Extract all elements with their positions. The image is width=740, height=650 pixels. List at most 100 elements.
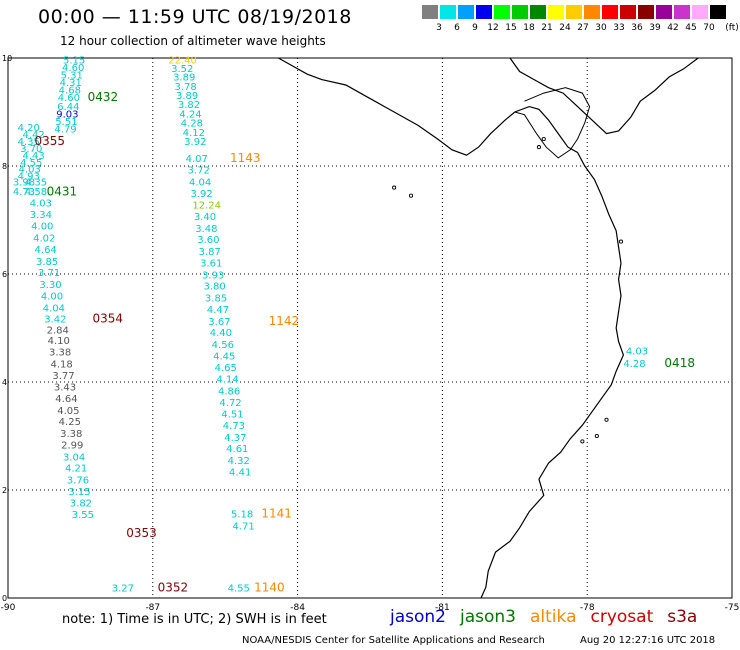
wave-height-label: 2.99 (61, 440, 83, 451)
satellite-name: s3a (667, 607, 698, 627)
wave-height-label: 4.14 (217, 375, 239, 386)
x-tick-label: -84 (290, 603, 305, 613)
satellite-name: jason3 (460, 607, 516, 627)
legend-label: 30 (595, 23, 607, 33)
wave-height-label: 4.60 (62, 63, 84, 74)
wave-height-label: 4.42 (22, 130, 44, 141)
wave-height-label: 4.02 (33, 234, 55, 245)
wave-height-label: 4.03 (19, 164, 41, 175)
wave-height-label: 4.12 (183, 128, 205, 139)
wave-height-label: 4.71 (232, 521, 254, 532)
legend-swatch (656, 5, 672, 19)
island (618, 239, 624, 244)
wave-height-label: 4.73 (13, 187, 35, 198)
wave-height-label: 12.24 (192, 201, 221, 212)
wave-height-label: 3.70 (20, 144, 42, 155)
wave-height-label: 3.89 (176, 91, 198, 102)
coastline-pacific (278, 57, 625, 599)
pass-time-label: 0352 (158, 581, 189, 595)
wave-height-label: 5.18 (231, 510, 253, 521)
wave-height-label: 4.10 (48, 336, 70, 347)
wave-height-label: 3.04 (63, 452, 85, 463)
wave-height-label: 4.73 (223, 421, 245, 432)
legend-label: 70 (703, 23, 715, 33)
island (536, 145, 541, 150)
x-tick-label: -90 (1, 603, 16, 613)
wave-height-label: 5.51 (55, 117, 77, 128)
wave-height-label: 3.27 (112, 584, 134, 595)
wave-height-label: 4.05 (57, 406, 79, 417)
legend-swatch (440, 5, 456, 19)
wave-height-label: 3.15 (68, 487, 90, 498)
wave-height-label: 4.24 (179, 109, 201, 120)
legend-label: 36 (631, 23, 643, 33)
legend-label: 9 (472, 23, 478, 33)
x-tick-label: -87 (145, 603, 160, 613)
legend-label: 6 (454, 23, 460, 33)
wave-height-label: 4.65 (215, 363, 237, 374)
y-tick-label: 10 (2, 54, 12, 63)
wave-height-label: 3.93 (202, 270, 224, 281)
wave-height-label: 4.64 (35, 245, 57, 256)
island (541, 136, 546, 142)
pass-time-label: 0418 (664, 356, 695, 370)
wave-height-label: 4.28 (623, 359, 645, 370)
wave-height-label: 3.42 (44, 315, 66, 326)
legend-swatch (566, 5, 582, 19)
legend-label: 21 (541, 23, 553, 33)
footer-note: note: 1) Time is in UTC; 2) SWH is in fe… (62, 612, 327, 627)
satellite-name: jason2 (390, 607, 446, 627)
island (604, 417, 609, 422)
legend-label: 33 (613, 23, 625, 33)
legend-swatch (476, 5, 492, 19)
wave-height-label: 3.80 (203, 282, 225, 293)
legend-swatch (548, 5, 564, 19)
legend-swatch (422, 5, 438, 19)
wave-height-label: 4.31 (60, 78, 82, 89)
wave-height-label: 4.03 (30, 199, 52, 210)
wave-height-label: 4.18 (50, 359, 72, 370)
wave-height-label: 3.92 (190, 189, 212, 200)
wave-height-label: 4.47 (207, 305, 229, 316)
wave-height-label: 4.20 (18, 123, 40, 134)
y-tick-label: 0 (2, 594, 7, 603)
legend-swatch (602, 5, 618, 19)
wave-height-label: 4.35 (25, 177, 47, 188)
wave-height-label: 4.51 (221, 410, 243, 421)
wave-height-label: 4.07 (186, 154, 208, 165)
legend-label: 42 (667, 23, 679, 33)
footer-credit: NOAA/NESDIS Center for Satellite Applica… (242, 635, 545, 646)
wave-height-label: 3.85 (36, 257, 58, 268)
map-subtitle: 12 hour collection of altimeter wave hei… (60, 34, 326, 48)
pass-time-label: 1140 (254, 581, 285, 595)
pass-time-label: 0432 (88, 90, 119, 104)
wave-height-label: 3.48 (195, 224, 217, 235)
y-tick-label: 4 (2, 378, 7, 387)
island (580, 439, 585, 444)
pass-time-label: 0355 (35, 134, 66, 148)
wave-height-label: 3.77 (52, 371, 74, 382)
wave-height-label: 3.55 (72, 510, 94, 521)
legend-swatch (512, 5, 528, 19)
legend-label: 24 (559, 23, 571, 33)
pass-time-label: 1142 (269, 314, 300, 328)
y-tick-label: 2 (2, 486, 7, 495)
wave-height-label: 2.84 (47, 325, 69, 336)
wave-height-label: 4.03 (626, 346, 648, 357)
legend-label: 3 (436, 23, 442, 33)
wave-height-label: 4.55 (20, 158, 42, 169)
wave-height-label: 3.43 (54, 383, 76, 394)
legend-swatch (638, 5, 654, 19)
wave-height-label: 3.38 (60, 429, 82, 440)
x-tick-label: -75 (725, 603, 740, 613)
wave-height-label: 5.15 (63, 55, 85, 66)
wave-height-label: 4.04 (189, 177, 211, 188)
island (392, 185, 397, 190)
y-tick-label: 8 (2, 162, 7, 171)
coastline-gulf-of-panama (514, 87, 591, 159)
wave-height-label: 4.60 (58, 93, 80, 104)
map-title: 00:00 — 11:59 UTC 08/19/2018 (38, 6, 352, 28)
wave-height-label: 3.98 (13, 177, 35, 188)
legend-label: 45 (685, 23, 697, 33)
wave-height-label: 4.79 (54, 125, 76, 136)
